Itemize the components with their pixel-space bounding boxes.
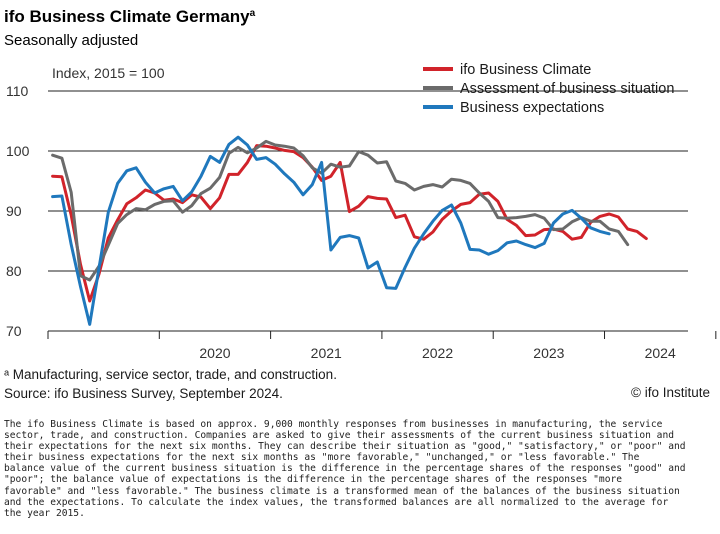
series-lines: [51, 135, 648, 326]
description-line: their expectations for the next six mont…: [4, 441, 686, 453]
description-line: the year 2015.: [4, 507, 85, 519]
legend-label: Assessment of business situation: [460, 81, 674, 97]
chart-title: ifo Business Climate Germanya: [4, 7, 256, 26]
series-line-3: [51, 135, 611, 326]
source-note: Source: ifo Business Survey, September 2…: [4, 386, 283, 401]
description-line: and the expectations. To calculate the i…: [4, 496, 669, 508]
footnote-a: ᵃ Manufacturing, service sector, trade, …: [4, 367, 337, 382]
x-tick-label: 2021: [311, 345, 342, 361]
y-tick-label: 90: [6, 203, 22, 219]
copyright: © ifo Institute: [631, 385, 710, 400]
x-tick-label: 2022: [422, 345, 453, 361]
chart-subtitle: Seasonally adjusted: [4, 32, 138, 49]
x-tick-label: 2023: [533, 345, 564, 361]
y-axis-label: Index, 2015 = 100: [52, 65, 165, 81]
legend-label: Business expectations: [460, 100, 604, 116]
x-tick-label: 2020: [199, 345, 230, 361]
x-tick-label: 2024: [645, 345, 676, 361]
description-line: sector, trade, and construction. Compani…: [4, 430, 675, 442]
legend: ifo Business Climate Assessment of busine…: [423, 62, 674, 116]
series-line-2: [51, 139, 630, 282]
description-line: "poor"; the balance value of expectation…: [4, 474, 623, 486]
legend-label: ifo Business Climate: [460, 62, 591, 78]
description-line: their business expectations for the next…: [4, 452, 640, 464]
y-tick-label: 100: [6, 143, 30, 159]
description-line: The ifo Business Climate is based on app…: [4, 419, 663, 430]
chart: ifo Business Climate Germanya Seasonally…: [4, 7, 717, 401]
y-tick-label: 80: [6, 263, 22, 279]
y-tick-label: 70: [6, 323, 22, 339]
y-axis-ticks: 70 80 90 100 110: [6, 83, 30, 339]
description-line: balance value of the current business si…: [4, 463, 686, 475]
gridlines: [48, 90, 688, 272]
series-line-1: [51, 144, 648, 303]
description: The ifo Business Climate is based on app…: [4, 419, 710, 519]
description-line: favorable" and "less favorable." The bus…: [4, 485, 680, 497]
y-tick-label: 110: [6, 83, 29, 99]
x-axis: 2020 2021 2022 2023 2024: [47, 330, 717, 361]
title-footnote-marker: a: [250, 8, 256, 19]
